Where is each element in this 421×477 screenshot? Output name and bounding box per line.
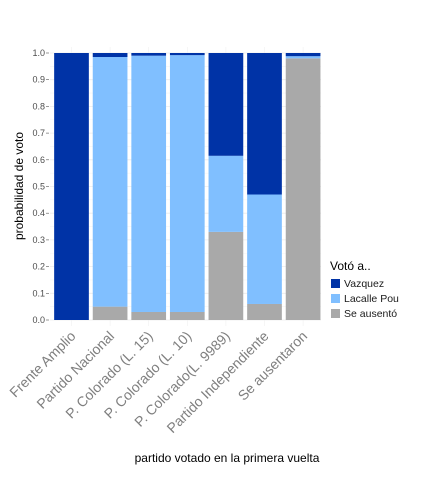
legend-title: Votó a..: [330, 259, 371, 273]
legend-swatch: [331, 279, 340, 288]
bar-segment: [247, 194, 282, 304]
y-tick-label: 0.9: [32, 75, 45, 85]
y-tick-label: 0.1: [32, 288, 45, 298]
bar-segment: [285, 58, 321, 321]
bar-segment: [169, 53, 205, 56]
legend-label: Vazquez: [344, 278, 384, 290]
y-tick-label: 0.4: [32, 208, 45, 218]
bar-segment: [169, 311, 205, 320]
y-tick-label: 0.5: [32, 182, 45, 192]
bar-segment: [285, 53, 321, 57]
y-axis-title: probabilidad de voto: [12, 132, 26, 240]
bar-segment: [208, 231, 244, 320]
x-tick-label: Frente Amplio: [6, 328, 79, 401]
bar-segment: [131, 311, 167, 320]
bar-segment: [285, 56, 321, 59]
bar-segment: [92, 53, 128, 58]
x-axis-title: partido votado en la primera vuelta: [135, 451, 320, 465]
bar-segment: [54, 53, 89, 320]
bar-segment: [131, 53, 167, 56]
bar-segment: [208, 155, 244, 232]
bar-segment: [92, 57, 128, 307]
y-axis-ticks: 0.0 0.1 0.2 0.3 0.4 0.5 0.6 0.7 0.8 0.9 1.0: [32, 48, 49, 325]
y-tick-label: 0.2: [32, 262, 45, 272]
y-tick-label: 0.8: [32, 101, 45, 111]
y-tick-label: 0.6: [32, 155, 45, 165]
bar-segment: [169, 55, 205, 312]
y-tick-label: 0.7: [32, 128, 45, 138]
legend-swatch: [331, 309, 340, 318]
bar-segment: [92, 306, 128, 320]
bar-segment: [208, 53, 244, 156]
y-tick-label: 0.3: [32, 235, 45, 245]
legend-swatch: [331, 294, 340, 303]
y-tick-label: 1.0: [32, 48, 45, 58]
x-tick-label: Se ausentaron: [235, 328, 311, 404]
legend-label: Se ausentó: [344, 308, 397, 320]
legend-label: Lacalle Pou: [344, 293, 399, 305]
bar-segment: [247, 53, 282, 195]
legend: Votó a.. Vazquez Lacalle Pou Se ausentó: [330, 259, 399, 320]
bars: [54, 53, 321, 321]
bar-segment: [131, 55, 167, 312]
y-tick-label: 0.0: [32, 315, 45, 325]
bar-segment: [247, 303, 282, 320]
